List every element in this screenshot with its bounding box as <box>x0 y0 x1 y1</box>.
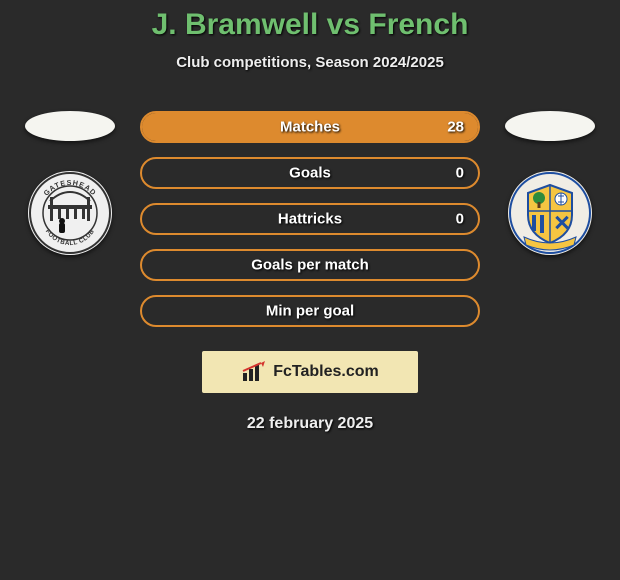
date-text: 22 february 2025 <box>0 415 620 433</box>
stat-label: Hattricks <box>142 211 478 228</box>
stat-value: 28 <box>447 119 464 136</box>
bars-icon <box>241 361 267 383</box>
stat-row: Hattricks0 <box>140 203 480 235</box>
stat-value: 0 <box>456 165 464 182</box>
fctables-logo: FcTables.com <box>202 351 418 393</box>
left-team-column: GATESHEAD FOOTBALL CLUB <box>20 111 120 255</box>
stat-row: Matches28 <box>140 111 480 143</box>
stat-label: Goals <box>142 165 478 182</box>
page-title: J. Bramwell vs French <box>0 8 620 42</box>
right-crest-icon <box>508 171 592 255</box>
logo-text: FcTables.com <box>273 363 379 381</box>
stats-column: Matches28Goals0Hattricks0Goals per match… <box>140 111 480 327</box>
subtitle: Club competitions, Season 2024/2025 <box>0 54 620 71</box>
stat-label: Goals per match <box>142 257 478 274</box>
left-crest-icon: GATESHEAD FOOTBALL CLUB <box>28 171 112 255</box>
stat-label: Matches <box>142 119 478 136</box>
comparison-card: J. Bramwell vs French Club competitions,… <box>0 0 620 433</box>
main-row: GATESHEAD FOOTBALL CLUB Matches28Goals0H… <box>0 111 620 327</box>
right-flag-icon <box>505 111 595 141</box>
stat-row: Goals0 <box>140 157 480 189</box>
right-team-column <box>500 111 600 255</box>
stat-row: Goals per match <box>140 249 480 281</box>
stat-row: Min per goal <box>140 295 480 327</box>
stat-label: Min per goal <box>142 303 478 320</box>
stat-value: 0 <box>456 211 464 228</box>
left-flag-icon <box>25 111 115 141</box>
